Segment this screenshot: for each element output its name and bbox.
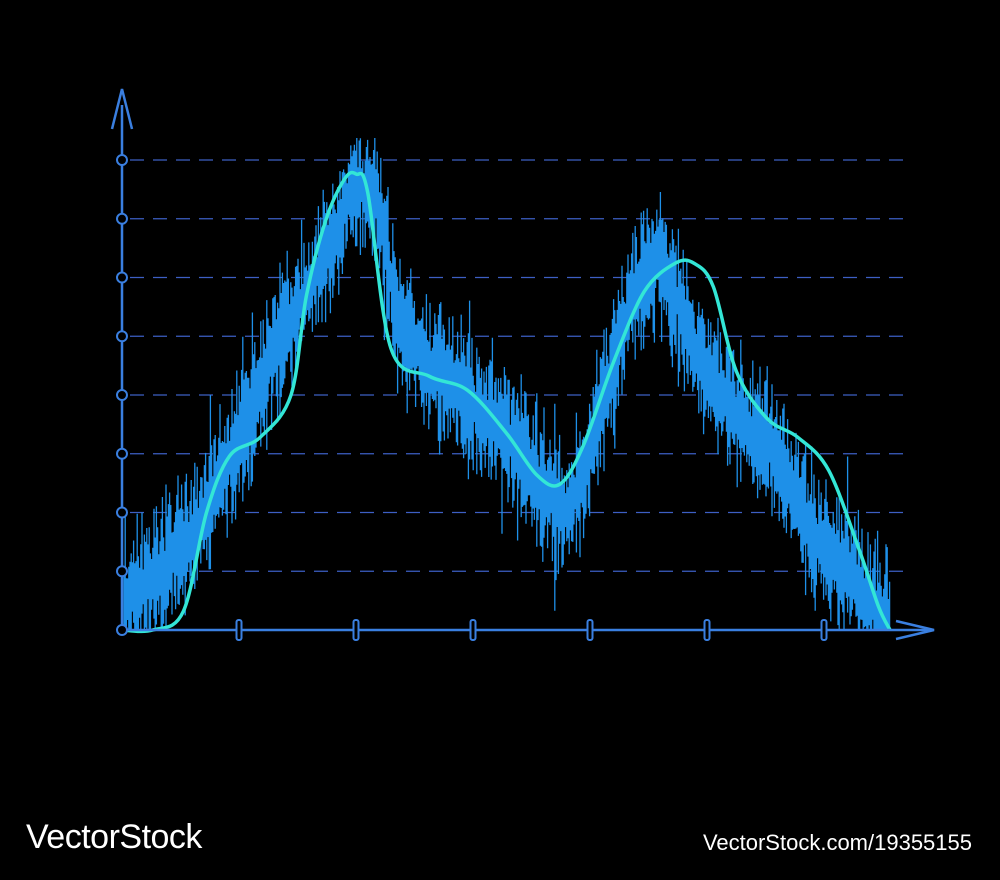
x-tick-marker xyxy=(235,619,243,641)
y-tick-marker xyxy=(116,506,128,519)
y-tick-marker xyxy=(116,565,128,578)
noise-band-path xyxy=(123,138,891,630)
x-tick-marker xyxy=(703,619,711,641)
y-tick-marker xyxy=(116,447,128,460)
watermark-url: VectorStock.com/19355155 xyxy=(702,830,972,855)
x-tick-marker xyxy=(820,619,828,641)
y-tick-marker xyxy=(116,212,128,225)
x-tick-marker xyxy=(586,619,594,641)
watermark-brand-logo: VectorStock xyxy=(26,818,202,856)
axes xyxy=(110,88,935,641)
y-axis-arrow xyxy=(110,88,134,130)
y-tick-marker xyxy=(116,389,128,401)
smooth-curve-series xyxy=(121,170,892,634)
x-axis-arrow xyxy=(895,619,935,641)
x-tick-marker xyxy=(352,619,360,641)
y-tick-marker xyxy=(116,271,128,284)
y-tick-marker xyxy=(116,154,128,166)
noise-band-series xyxy=(123,138,891,630)
x-tick-marker xyxy=(469,619,477,641)
axis-origin-marker xyxy=(116,624,128,636)
y-tick-marker xyxy=(116,330,128,343)
